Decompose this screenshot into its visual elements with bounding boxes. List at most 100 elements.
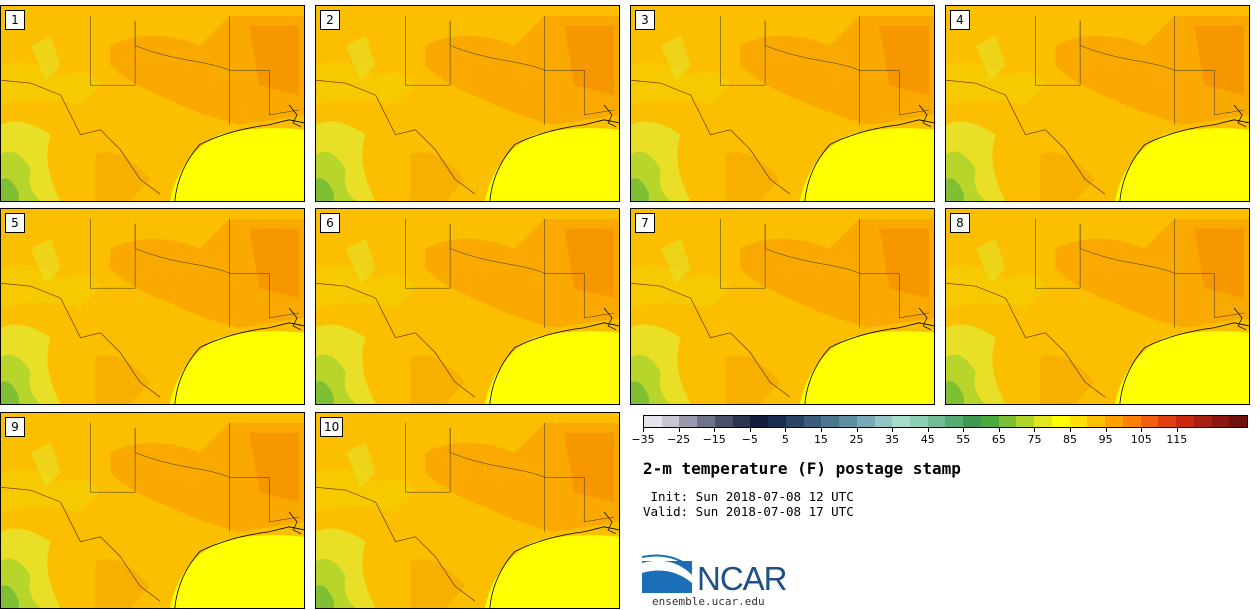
colorbar-segment xyxy=(1158,416,1177,427)
colorbar-tick-label: 25 xyxy=(849,433,864,446)
chart-title: 2-m temperature (F) postage stamp xyxy=(643,459,961,478)
colorbar-segment xyxy=(945,416,964,427)
colorbar-segment xyxy=(980,416,999,427)
colorbar-tick-label: 55 xyxy=(956,433,971,446)
colorbar-tick-label: 65 xyxy=(991,433,1006,446)
colorbar-segment xyxy=(910,416,928,427)
colorbar-segment xyxy=(750,416,769,427)
colorbar-segment xyxy=(927,416,946,427)
colorbar-segment xyxy=(644,416,662,427)
colorbar-tick-label: 5 xyxy=(781,433,789,446)
colorbar-tick xyxy=(714,428,716,432)
colorbar-segment xyxy=(1016,416,1035,427)
colorbar-tick-label: 45 xyxy=(920,433,935,446)
colorbar-segment xyxy=(714,416,733,427)
colorbar-segment xyxy=(963,416,981,427)
colorbar-tick-label: 85 xyxy=(1063,433,1078,446)
colorbar-segment xyxy=(1122,416,1141,427)
map-panel-7: 7 xyxy=(630,208,935,405)
temperature-colorbar xyxy=(643,415,1248,428)
panel-number-label: 5 xyxy=(5,213,25,233)
colorbar-segment xyxy=(998,416,1017,427)
colorbar-segment xyxy=(1176,416,1194,427)
colorbar-segment xyxy=(785,416,804,427)
colorbar-tick xyxy=(963,428,965,432)
colorbar-segment xyxy=(1140,416,1159,427)
colorbar-segment xyxy=(732,416,751,427)
panel-number-label: 6 xyxy=(320,213,340,233)
colorbar-tick-label: 115 xyxy=(1166,433,1188,446)
colorbar-segment xyxy=(1229,416,1247,427)
colorbar-tick xyxy=(998,428,1000,432)
panel-number-label: 2 xyxy=(320,10,340,30)
panel-number-label: 3 xyxy=(635,10,655,30)
colorbar-segment xyxy=(856,416,875,427)
map-panel-5: 5 xyxy=(0,208,305,405)
colorbar-tick xyxy=(927,428,929,432)
panel-number-label: 7 xyxy=(635,213,655,233)
colorbar-segment xyxy=(679,416,698,427)
colorbar-tick xyxy=(892,428,894,432)
colorbar-tick xyxy=(785,428,787,432)
temperature-map xyxy=(1,209,304,404)
temperature-map xyxy=(946,6,1249,201)
temperature-map xyxy=(1,413,304,608)
map-panel-8: 8 xyxy=(945,208,1250,405)
temperature-map xyxy=(316,413,619,608)
colorbar-tick xyxy=(1070,428,1072,432)
colorbar-tick-label: −15 xyxy=(702,433,726,446)
temperature-map xyxy=(946,209,1249,404)
colorbar-tick xyxy=(856,428,858,432)
colorbar-tick-label: −35 xyxy=(631,433,655,446)
map-panel-10: 10 xyxy=(315,412,620,609)
map-panel-1: 1 xyxy=(0,5,305,202)
colorbar-segment xyxy=(874,416,893,427)
colorbar-tick-label: 105 xyxy=(1130,433,1152,446)
colorbar-segment xyxy=(839,416,857,427)
temperature-map xyxy=(631,209,934,404)
panel-number-label: 8 xyxy=(950,213,970,233)
panel-number-label: 1 xyxy=(5,10,25,30)
colorbar-tick-label: 75 xyxy=(1027,433,1042,446)
colorbar-segment xyxy=(821,416,840,427)
temperature-map xyxy=(631,6,934,201)
colorbar-segment xyxy=(661,416,680,427)
map-panel-3: 3 xyxy=(630,5,935,202)
colorbar-segment xyxy=(1105,416,1123,427)
site-url: ensemble.ucar.edu xyxy=(652,595,765,608)
colorbar-tick xyxy=(1141,428,1143,432)
ncar-logo-text: NCAR xyxy=(697,560,788,597)
colorbar-segment xyxy=(1069,416,1088,427)
colorbar-segment xyxy=(803,416,822,427)
colorbar-segment xyxy=(697,416,715,427)
colorbar-tick-labels: −35 −25 −15 −5 5 15 25 35 45 55 65 75 85 95 105 115 xyxy=(631,428,1248,448)
map-panel-2: 2 xyxy=(315,5,620,202)
colorbar-tick xyxy=(749,428,751,432)
colorbar-tick-label: −5 xyxy=(741,433,758,446)
colorbar-tick xyxy=(678,428,680,432)
colorbar-tick xyxy=(1176,428,1178,432)
temperature-map xyxy=(1,6,304,201)
init-time: Init: Sun 2018-07-08 12 UTC xyxy=(643,489,854,504)
colorbar-tick xyxy=(1034,428,1036,432)
colorbar-segment xyxy=(1034,416,1052,427)
colorbar-tick-label: −25 xyxy=(666,433,691,446)
colorbar-tick xyxy=(1105,428,1107,432)
colorbar-segment xyxy=(1051,416,1070,427)
map-panel-6: 6 xyxy=(315,208,620,405)
panel-number-label: 9 xyxy=(5,417,25,437)
temperature-map xyxy=(316,6,619,201)
colorbar-tick-label: 35 xyxy=(885,433,900,446)
colorbar-tick-label: 95 xyxy=(1098,433,1113,446)
colorbar-segment xyxy=(768,416,786,427)
colorbar-tick xyxy=(643,428,644,432)
colorbar-tick xyxy=(820,428,822,432)
colorbar-segment xyxy=(1087,416,1106,427)
panel-number-label: 4 xyxy=(950,10,970,30)
colorbar-segment xyxy=(1193,416,1212,427)
map-panel-9: 9 xyxy=(0,412,305,609)
panel-number-label: 10 xyxy=(320,417,344,437)
colorbar-tick-label: 15 xyxy=(813,433,828,446)
temperature-map xyxy=(316,209,619,404)
colorbar-segment xyxy=(892,416,911,427)
